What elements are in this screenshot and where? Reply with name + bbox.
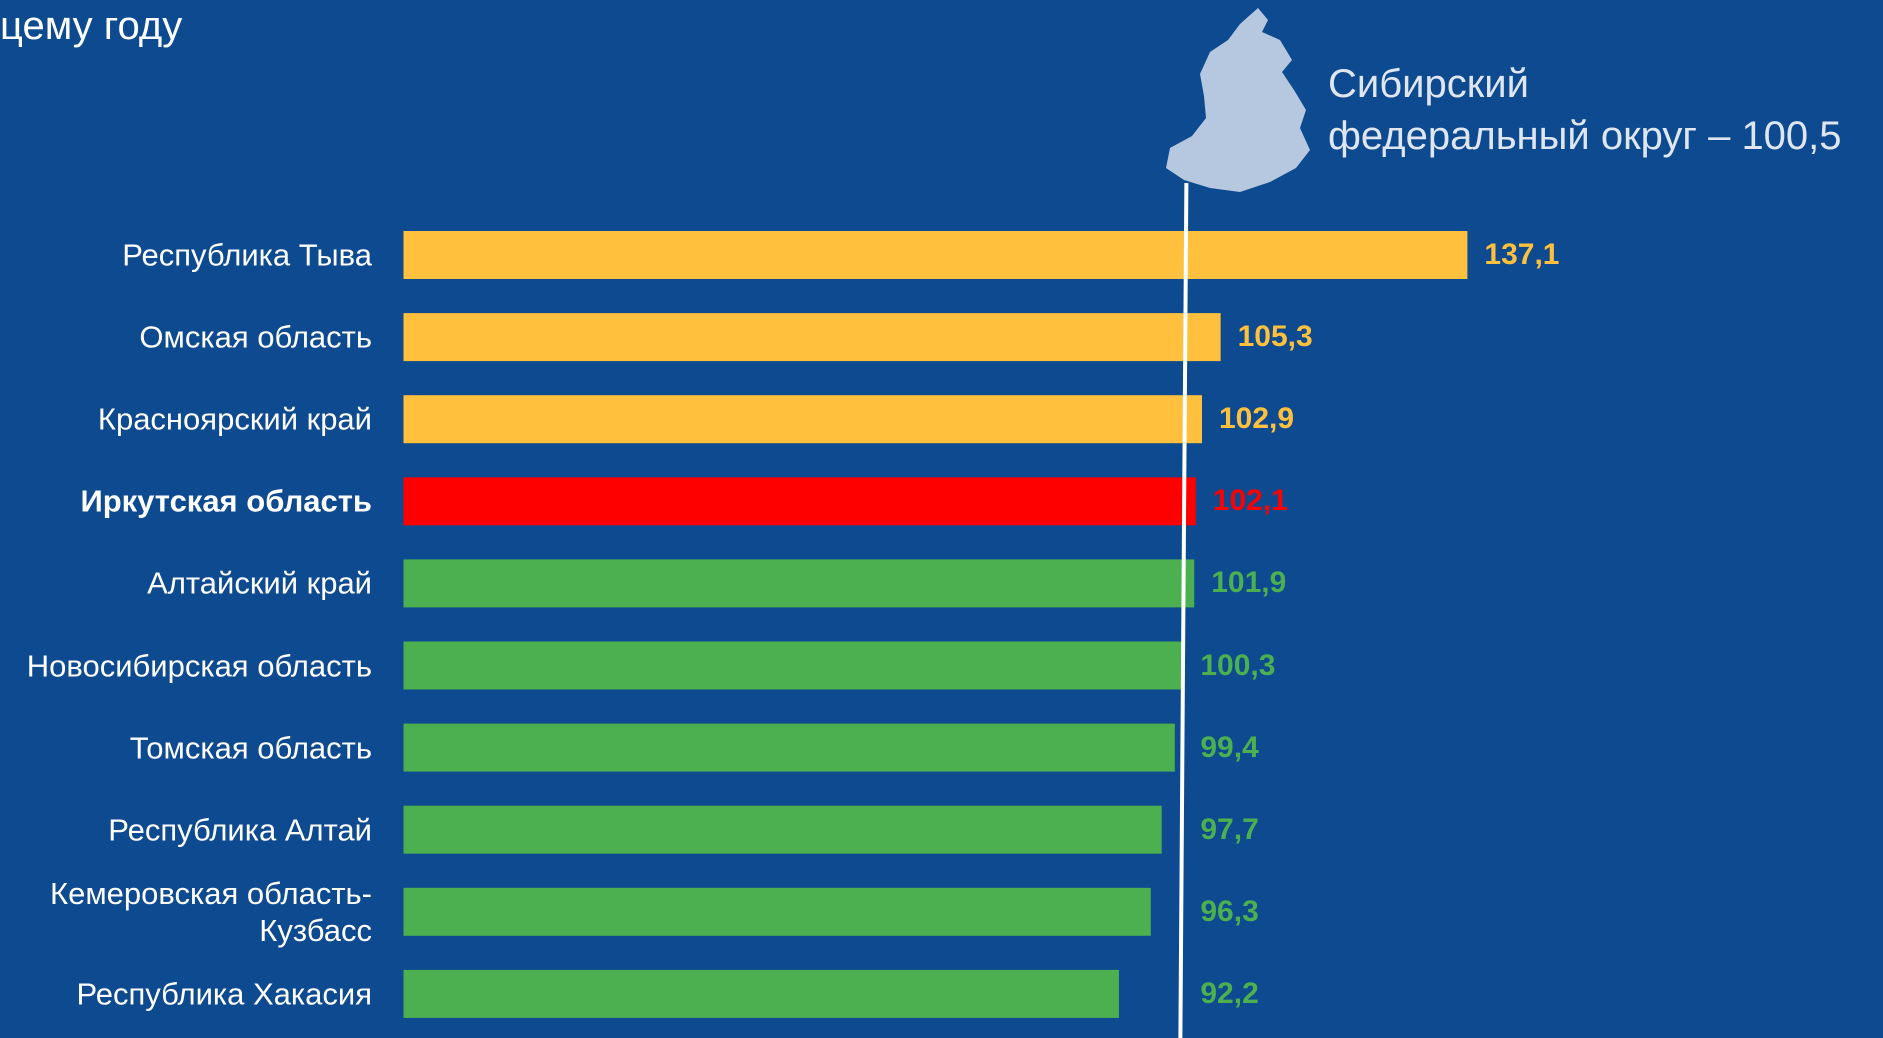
category-label: Новосибирская область (26, 648, 372, 683)
region-map (1166, 8, 1310, 192)
reference-annotation: федеральный округ – 100,5 (1328, 114, 1842, 158)
bar (403, 231, 1468, 279)
category-label: Красноярский край (97, 401, 372, 437)
bar (403, 313, 1221, 362)
category-label: Омская область (139, 319, 372, 355)
value-label: 102,9 (1219, 402, 1295, 436)
value-label: 96,3 (1200, 894, 1259, 928)
bar (403, 969, 1119, 1018)
value-label: 99,4 (1200, 730, 1259, 764)
value-label: 101,9 (1211, 566, 1287, 600)
reference-line (1178, 182, 1189, 1038)
category-label: Кемеровская область- Кузбасс (50, 875, 372, 948)
value-label: 97,7 (1200, 812, 1259, 846)
bar (403, 805, 1162, 854)
value-label: 100,3 (1200, 648, 1276, 682)
bar (403, 559, 1195, 608)
bar (403, 477, 1196, 526)
category-label: Алтайский край (147, 565, 372, 601)
category-label: Иркутская область (80, 483, 372, 519)
bar (403, 887, 1151, 936)
category-label: Республика Хакасия (76, 976, 372, 1012)
category-label: Томская область (129, 730, 372, 766)
chart-title: цему году (0, 4, 183, 48)
value-label: 105,3 (1237, 320, 1313, 354)
reference-annotation: Сибирский (1328, 62, 1529, 106)
category-label: Республика Алтай (108, 812, 372, 848)
bar (403, 641, 1182, 690)
value-label: 102,1 (1212, 484, 1288, 518)
value-label: 137,1 (1484, 238, 1560, 271)
value-label: 92,2 (1200, 976, 1259, 1010)
category-label: Республика Тыва (122, 237, 372, 273)
bar (403, 395, 1203, 444)
bar (403, 723, 1175, 772)
